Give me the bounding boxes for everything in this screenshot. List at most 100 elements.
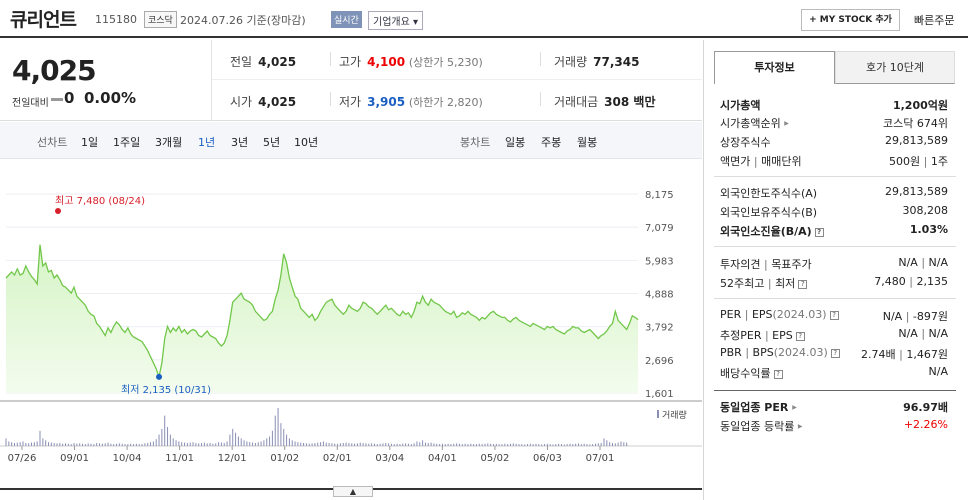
volume-bar xyxy=(600,442,602,446)
volume-bar xyxy=(487,443,489,446)
est-per-value: N/A | N/A xyxy=(898,327,948,340)
price-chart[interactable]: 8,175 7,079 5,983 4,888 3,792 2,696 1,601 07/26… xyxy=(0,160,702,492)
w52-label: 52주최고 | 최저? xyxy=(720,275,808,291)
candle-daily[interactable]: 일봉 xyxy=(505,136,526,149)
volume-bar xyxy=(5,438,7,446)
volume-bar xyxy=(76,443,78,446)
volume-bar xyxy=(577,443,579,446)
foreign-hold-row: 외국인보유주식수(B) 308,208 xyxy=(720,202,948,220)
w52-low-label-text: 최저 xyxy=(775,277,796,290)
volume: 거래량 77,345 xyxy=(554,53,639,70)
eps-value-text: -897원 xyxy=(912,310,948,323)
volume-bar xyxy=(155,439,157,446)
volume-bar xyxy=(130,443,132,446)
volume-bar xyxy=(220,442,222,446)
market-cap-rank-label[interactable]: 시가총액순위 ▶ xyxy=(720,115,789,131)
foreign-ratio-text: 외국인소진율(B/A) xyxy=(720,225,812,238)
help-icon[interactable]: ? xyxy=(795,332,805,341)
tab-orderbook[interactable]: 호가 10단계 xyxy=(835,51,955,84)
volume-bar xyxy=(368,443,370,446)
high-price: 고가 4,100 (상한가 5,230) xyxy=(339,53,483,70)
foreign-hold-label: 외국인보유주식수(B) xyxy=(720,206,818,219)
amount-value: 308 백만 xyxy=(604,95,656,109)
x-tick-label: 12/01 xyxy=(218,453,247,464)
line-chart-label[interactable]: 선차트 xyxy=(37,136,68,149)
volume-bar xyxy=(164,415,166,446)
company-info-dropdown[interactable]: 기업개요 ▾ xyxy=(368,11,423,30)
volume-bar xyxy=(586,444,588,446)
period-1w[interactable]: 1주일 xyxy=(113,136,141,149)
opinion-label-text: 투자의견 xyxy=(720,258,761,271)
period-1d[interactable]: 1일 xyxy=(81,136,99,149)
volume-bar xyxy=(348,442,350,446)
volume-bar xyxy=(424,442,426,446)
volume-bar xyxy=(379,443,381,446)
volume-bar xyxy=(524,444,526,446)
volume-bar xyxy=(342,442,344,446)
volume-bar xyxy=(354,443,356,446)
change-percent: 0.00% xyxy=(84,89,137,107)
volume-bar xyxy=(592,444,594,446)
volume-bar xyxy=(594,443,596,446)
volume-bar xyxy=(144,443,146,446)
candle-chart-label[interactable]: 봉차트 xyxy=(460,136,491,149)
volume-bar xyxy=(48,442,50,446)
volume-bar xyxy=(549,444,551,446)
volume-bar xyxy=(495,443,497,446)
volume-bar xyxy=(597,443,599,446)
sector-rate-label[interactable]: 동일업종 등락률 ▶ xyxy=(720,418,802,434)
add-mystock-button[interactable]: + MY STOCK 추가 xyxy=(801,9,900,31)
period-3m[interactable]: 3개월 xyxy=(155,136,183,149)
volume-bar xyxy=(566,444,568,446)
divider xyxy=(714,246,956,247)
per-label-text: PER xyxy=(720,308,742,321)
help-icon[interactable]: ? xyxy=(798,280,808,289)
volume-bar xyxy=(436,443,438,446)
volume-bar xyxy=(116,443,118,446)
open-value: 4,025 xyxy=(258,95,297,109)
volume-bar xyxy=(535,443,537,446)
volume-bar xyxy=(461,444,463,446)
volume-bar xyxy=(124,444,126,446)
help-icon[interactable]: ? xyxy=(773,370,783,379)
volume-bar xyxy=(226,441,228,446)
volume-bar xyxy=(87,443,89,446)
volume-bar xyxy=(237,436,239,446)
period-1y[interactable]: 1년 xyxy=(198,136,216,149)
period-10y[interactable]: 10년 xyxy=(294,136,319,149)
expand-chart-button[interactable]: ▲ xyxy=(333,486,373,497)
help-icon[interactable]: ? xyxy=(814,228,824,237)
low-label: 저가 xyxy=(339,95,362,109)
per-label: PER | EPS(2024.03)? xyxy=(720,308,839,321)
chart-toolbar: 선차트 1일 1주일 3개월 1년 3년 5년 10년 봉차트 일봉 주봉 월봉 xyxy=(0,122,702,159)
tab-invest-info[interactable]: 투자정보 xyxy=(714,51,835,84)
sector-per-label[interactable]: 동일업종 PER ▶ xyxy=(720,399,797,415)
period-5y[interactable]: 5년 xyxy=(263,136,281,149)
volume-bar xyxy=(305,443,307,446)
fast-order-button[interactable]: 빠른주문 xyxy=(914,14,955,27)
market-cap-rank-row: 시가총액순위 ▶ 코스닥 674위 xyxy=(720,113,948,131)
volume-bar xyxy=(572,444,574,446)
candle-weekly[interactable]: 주봉 xyxy=(541,136,562,149)
volume-bar xyxy=(167,427,169,446)
help-icon[interactable]: ? xyxy=(829,311,839,320)
price-chart-svg[interactable]: 8,175 7,079 5,983 4,888 3,792 2,696 1,601 07/26… xyxy=(0,160,702,492)
volume-bar xyxy=(240,438,242,446)
stock-name[interactable]: 큐리언트 xyxy=(10,9,77,31)
volume-bar xyxy=(96,442,98,446)
candle-monthly[interactable]: 월봉 xyxy=(577,136,598,149)
volume-bar xyxy=(45,440,47,446)
volume-bar xyxy=(393,444,395,446)
x-tick-label: 07/01 xyxy=(586,453,615,464)
period-3y[interactable]: 3년 xyxy=(231,136,249,149)
volume-bar xyxy=(552,444,554,446)
volume-bar xyxy=(84,444,86,446)
per-value: N/A | -897원 xyxy=(882,310,948,323)
volume-bar xyxy=(563,444,565,446)
realtime-button[interactable]: 실시간 xyxy=(331,11,362,28)
y-tick-label: 3,792 xyxy=(645,323,674,334)
volume-bar xyxy=(90,443,92,446)
help-icon[interactable]: ? xyxy=(830,349,840,358)
foreign-limit-label: 외국인한도주식수(A) xyxy=(720,187,818,200)
y-tick-label: 1,601 xyxy=(645,389,674,400)
